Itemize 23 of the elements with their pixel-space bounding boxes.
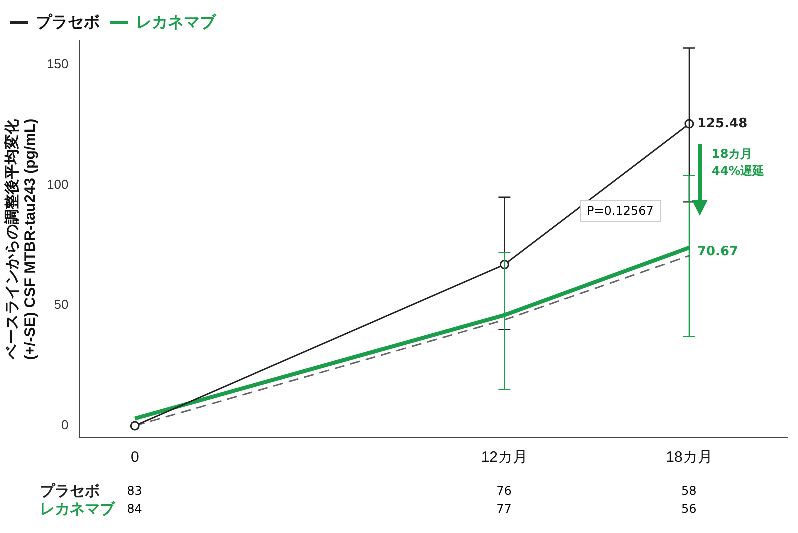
y-axis-title: ベースラインからの調整後平均変化 (+/-SE) CSF MTBR-tau243 (pg/mL)	[3, 118, 40, 360]
y-tick-label: 150	[46, 56, 69, 72]
text: 77	[496, 502, 512, 516]
text: プラセボ	[40, 482, 100, 501]
text: 83	[127, 484, 142, 498]
x-tick-label: 0	[130, 449, 140, 466]
annotation: 18カ月 44%遅延	[712, 146, 765, 180]
legend-label: プラセボ	[36, 13, 100, 32]
annotation: 125.48	[697, 116, 748, 132]
y-tick-label: 100	[46, 176, 69, 192]
text: 84	[127, 502, 142, 516]
text: 76	[496, 484, 512, 498]
y-tick-label: 50	[54, 297, 69, 312]
y-tick-label: 0	[61, 418, 69, 433]
x-tick-label: 18カ月	[666, 449, 713, 466]
annotation: P=0.12567	[580, 200, 661, 222]
point	[130, 421, 140, 431]
legend-label: レカネマブ	[136, 13, 217, 32]
annotation: 70.67	[697, 244, 739, 260]
text: レカネマブ	[40, 500, 115, 519]
text: 56	[681, 502, 697, 516]
x-tick-label: 12カ月	[481, 449, 528, 466]
text: 58	[681, 484, 697, 498]
